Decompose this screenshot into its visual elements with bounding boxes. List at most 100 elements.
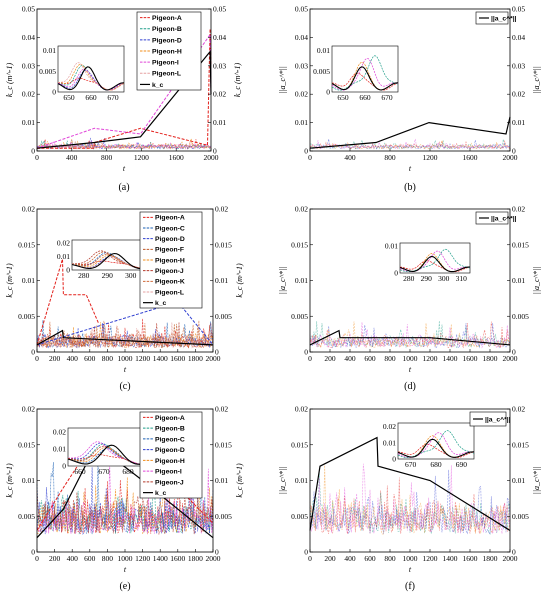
y-tick-label-left: 0.04: [22, 33, 35, 42]
x-tick-label: 2000: [503, 354, 518, 363]
x-tick-label: 1200: [135, 354, 150, 363]
series-ac: [309, 436, 511, 532]
inset-y-tick-label: 0: [392, 455, 396, 464]
inset-line: [71, 250, 167, 270]
panel-caption: (f): [405, 581, 415, 592]
x-tick-label: 600: [84, 554, 96, 563]
legend-entry: Pigeon-D: [155, 236, 185, 243]
x-tick-label: 800: [384, 354, 396, 363]
y-axis-label-left: k_c (m^-1): [5, 263, 14, 298]
x-tick-label: 1200: [423, 354, 438, 363]
legend-entry: ||a_c^*||: [491, 14, 517, 22]
noise-line: [309, 472, 511, 535]
y-tick-label-left: 0.01: [22, 118, 35, 127]
y-tick-label-left: 0.015: [18, 440, 35, 449]
y-tick-label-right: 0: [512, 548, 516, 557]
inset-x-tick-label: 650: [63, 93, 75, 102]
y-axis-label-left: ||a_c^*||: [278, 467, 287, 495]
inset-y-tick-label: 0.01: [385, 242, 398, 251]
x-tick-label: 1600: [463, 554, 478, 563]
inset-y-tick-label: 0.02: [57, 239, 70, 248]
legend-entry: Pigeon-D: [155, 447, 185, 454]
noise-traces: [36, 318, 214, 349]
noise-line: [309, 138, 511, 150]
y-axis-label-right: ||a_c^*||: [532, 467, 541, 495]
inset-line: [67, 442, 165, 465]
legend-entry: Pigeon-J: [155, 479, 184, 486]
inset-y-tick-label: 0.02: [383, 422, 396, 431]
legend-entry: Pigeon-B: [155, 426, 185, 433]
inset-y-tick-label: 0.02: [53, 427, 66, 436]
y-tick-label-right: 0.04: [512, 33, 525, 42]
legend-box: [139, 211, 203, 309]
noise-line: [36, 321, 214, 349]
y-tick-label-left: 0.005: [291, 312, 308, 321]
legend: ||a_c^*||: [469, 411, 511, 427]
y-tick-label-right: 0.01: [215, 276, 228, 285]
x-tick-label: 2000: [206, 354, 221, 363]
legend-entry: Pigeon-A: [155, 415, 185, 422]
noise-line: [309, 320, 511, 349]
inset-line: [331, 72, 399, 91]
y-axis-label-right: k_c (m^-1): [233, 63, 242, 98]
noise-line: [36, 322, 214, 349]
noise-traces: [309, 463, 511, 535]
y-tick-label-left: 0.015: [18, 240, 35, 249]
y-tick-label-right: 0.02: [512, 90, 525, 99]
x-tick-label: 1000: [403, 554, 418, 563]
y-tick-label-right: 0: [215, 348, 219, 357]
x-tick-label: 400: [66, 153, 78, 162]
legend-entry: Pigeon-D: [152, 37, 182, 44]
legend-entry: Pigeon-B: [152, 26, 182, 33]
noise-line: [309, 140, 511, 150]
y-tick-label-right: 0.01: [512, 276, 525, 285]
inset-line: [397, 438, 475, 458]
x-tick-label: 1000: [118, 354, 133, 363]
noise-line: [36, 320, 214, 349]
x-axis-label: t: [124, 565, 127, 574]
noise-line: [309, 321, 511, 349]
y-tick-label-left: 0: [31, 348, 35, 357]
panel-caption: (b): [404, 182, 416, 193]
x-tick-label: 1600: [463, 354, 478, 363]
noise-traces: [309, 320, 511, 349]
series-ac: [309, 329, 511, 346]
y-tick-label-right: 0.005: [512, 312, 529, 321]
x-tick-label: 1200: [423, 554, 438, 563]
inset-x-tick-label: 650: [337, 93, 349, 102]
y-tick-label-right: 0.005: [215, 312, 232, 321]
legend: ||a_c^*||: [475, 211, 517, 225]
inset-y-tick-label: 0: [62, 462, 66, 471]
noise-line: [309, 477, 511, 534]
legend-entry: Pigeon-H: [155, 257, 185, 264]
x-tick-label: 800: [101, 153, 113, 162]
x-tick-label: 200: [324, 354, 336, 363]
x-tick-label: 800: [102, 354, 114, 363]
y-tick-label-left: 0.005: [18, 312, 35, 321]
x-axis-label: t: [409, 565, 412, 574]
inset-x-tick-label: 670: [98, 467, 110, 476]
y-tick-label-right: 0: [213, 147, 217, 156]
y-tick-label-right: 0.02: [215, 205, 228, 214]
y-tick-label-right: 0.03: [512, 61, 525, 70]
y-tick-label-right: 0.015: [512, 240, 529, 249]
legend-entry: Pigeon-A: [155, 215, 185, 222]
x-tick-label: 800: [384, 153, 396, 162]
legend-entry: Pigeon-H: [152, 48, 182, 55]
y-tick-label-left: 0.015: [291, 440, 308, 449]
x-tick-label: 1800: [188, 354, 203, 363]
series-ac: [309, 116, 511, 149]
y-tick-label-left: 0.02: [295, 90, 308, 99]
inset-y-tick-label: 0.005: [313, 67, 330, 76]
y-tick-label-left: 0: [304, 548, 308, 557]
y-tick-label-left: 0.005: [291, 512, 308, 521]
y-axis-label-right: k_c (m^-1): [235, 463, 244, 498]
y-tick-label-right: 0.02: [215, 405, 228, 414]
y-tick-label-left: 0.01: [295, 476, 308, 485]
noise-traces: [309, 138, 511, 150]
panel-2: 0 00.01 0.010.02 0.020.03 0.030.04 0.040.05 0.…: [278, 5, 541, 194]
inset-y-tick-label: 0.01: [57, 252, 70, 261]
inset-y-tick-label: 0: [394, 269, 398, 278]
